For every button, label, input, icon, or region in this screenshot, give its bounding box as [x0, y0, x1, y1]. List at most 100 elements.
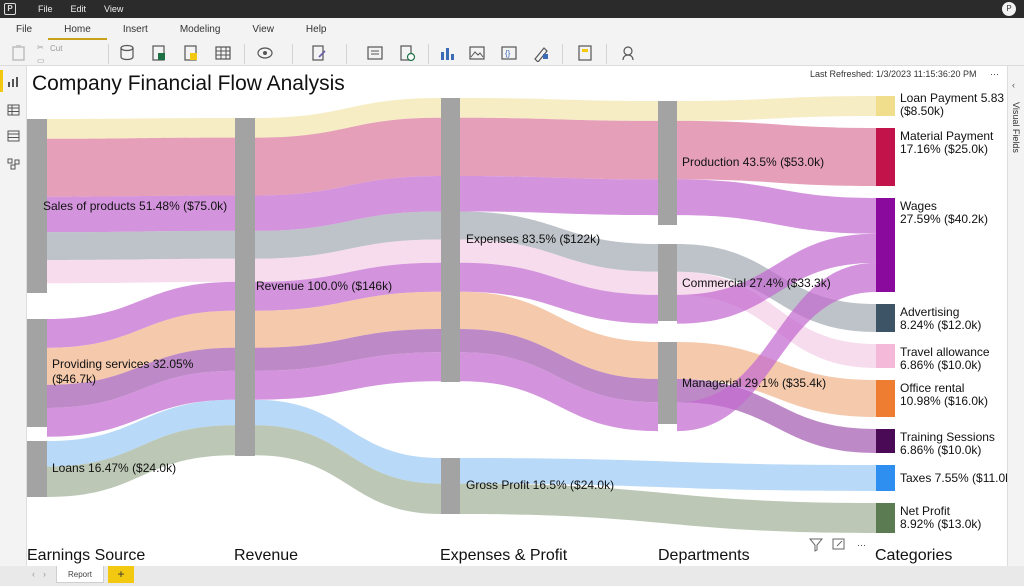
table-view-icon[interactable]: [7, 130, 20, 142]
flow-services-to-revenue[interactable]: [47, 310, 235, 385]
node-sales[interactable]: [27, 119, 47, 293]
flow-expenses-to-managerial[interactable]: [460, 329, 658, 403]
flow-expenses-to-commercial[interactable]: [460, 262, 658, 324]
menu-edit[interactable]: Edit: [70, 4, 87, 14]
flow-to-wages[interactable]: [677, 233, 876, 324]
flow-sales-to-revenue[interactable]: [47, 118, 235, 139]
flow-sales-to-revenue[interactable]: [47, 258, 235, 284]
node-wages[interactable]: [876, 198, 895, 292]
get-data-icon[interactable]: [118, 44, 136, 62]
focus-mode-icon[interactable]: [832, 538, 845, 550]
node-gross[interactable]: [441, 458, 460, 514]
tab-modeling[interactable]: Modeling: [179, 24, 221, 35]
flow-services-to-revenue[interactable]: [47, 281, 235, 348]
flow-expenses-to-managerial[interactable]: [460, 291, 658, 380]
flow-expenses-to-commercial[interactable]: [460, 211, 658, 272]
tab-help[interactable]: Help: [305, 24, 327, 35]
measure-icon[interactable]: [576, 44, 594, 62]
tab-home[interactable]: Home: [48, 24, 107, 40]
flow-revenue-to-expenses[interactable]: [255, 352, 441, 400]
data-view-icon[interactable]: [7, 104, 20, 116]
bar-chart-icon[interactable]: [438, 44, 456, 62]
flow-expenses-to-production[interactable]: [460, 98, 658, 121]
node-travel[interactable]: [876, 344, 895, 368]
flow-loans-to-revenue[interactable]: [47, 425, 235, 497]
flow-revenue-to-expenses[interactable]: [255, 291, 441, 348]
refresh-icon[interactable]: [256, 44, 274, 62]
tab-insert[interactable]: Insert: [122, 24, 148, 35]
page-tab-report[interactable]: Report: [56, 566, 104, 583]
visual-fields-label[interactable]: Visual Fields: [1011, 102, 1021, 153]
node-loanpay[interactable]: [876, 96, 895, 116]
flow-revenue-to-expenses[interactable]: [255, 211, 441, 259]
flow-to-taxes[interactable]: [460, 458, 876, 491]
copy-icon[interactable]: ▭: [37, 56, 45, 65]
node-material[interactable]: [876, 128, 895, 186]
filter-icon[interactable]: [808, 538, 824, 552]
flow-to-office[interactable]: [677, 342, 876, 417]
menu-file[interactable]: File: [38, 4, 53, 14]
flow-to-material[interactable]: [677, 120, 876, 186]
table-icon[interactable]: [214, 44, 232, 62]
flow-services-to-revenue[interactable]: [47, 347, 235, 408]
more-options-top[interactable]: ···: [990, 69, 999, 79]
flow-expenses-to-production[interactable]: [460, 117, 658, 180]
flow-loans-to-revenue[interactable]: [47, 399, 235, 467]
node-office[interactable]: [876, 380, 895, 417]
node-production[interactable]: [658, 101, 677, 225]
flow-services-to-revenue[interactable]: [47, 370, 235, 437]
flow-revenue-to-expenses[interactable]: [255, 239, 441, 282]
node-taxes[interactable]: [876, 465, 895, 491]
next-page-icon[interactable]: ›: [43, 569, 46, 579]
flow-revenue-to-gross-profit[interactable]: [255, 399, 441, 484]
node-advertising[interactable]: [876, 304, 895, 332]
model-view-icon[interactable]: [7, 158, 20, 170]
flow-revenue-to-expenses[interactable]: [255, 262, 441, 311]
flow-revenue-to-expenses[interactable]: [255, 98, 441, 138]
node-managerial[interactable]: [658, 342, 677, 424]
buttons-icon[interactable]: [532, 44, 550, 62]
transform-icon[interactable]: [310, 44, 328, 62]
node-services[interactable]: [27, 319, 47, 427]
paste-icon[interactable]: [10, 44, 28, 62]
flow-sales-to-revenue[interactable]: [47, 195, 235, 233]
flow-expenses-to-commercial[interactable]: [460, 239, 658, 295]
flow-sales-to-revenue[interactable]: [47, 137, 235, 197]
flow-to-loanpay[interactable]: [677, 96, 876, 121]
tab-file[interactable]: File: [16, 24, 33, 35]
publish-icon[interactable]: [620, 44, 638, 62]
image-icon[interactable]: [468, 44, 486, 62]
flow-revenue-to-expenses[interactable]: [255, 117, 441, 196]
node-loans[interactable]: [27, 441, 47, 497]
add-page-button[interactable]: +: [108, 566, 134, 583]
collapse-arrow-icon[interactable]: ‹: [1012, 80, 1015, 90]
new-page-icon[interactable]: [398, 44, 416, 62]
flow-revenue-to-expenses[interactable]: [255, 175, 441, 231]
flow-expenses-to-managerial[interactable]: [460, 352, 658, 432]
node-revenue[interactable]: [235, 118, 255, 456]
cut-button[interactable]: Cut: [50, 44, 63, 53]
textbox-icon[interactable]: {}: [500, 44, 518, 62]
flow-to-wages[interactable]: [677, 179, 876, 234]
tab-view[interactable]: View: [252, 24, 274, 35]
flow-sales-to-revenue[interactable]: [47, 230, 235, 261]
node-expenses[interactable]: [441, 98, 460, 382]
flow-to-netprofit[interactable]: [460, 483, 876, 533]
excel-icon[interactable]: [150, 44, 168, 62]
flow-revenue-to-expenses[interactable]: [255, 329, 441, 371]
user-avatar[interactable]: P: [1002, 2, 1016, 16]
node-netprofit[interactable]: [876, 503, 895, 533]
flow-expenses-to-production[interactable]: [460, 175, 658, 216]
menu-view[interactable]: View: [104, 4, 124, 14]
prev-page-icon[interactable]: ‹: [32, 569, 35, 579]
new-visual-icon[interactable]: [366, 44, 384, 62]
report-view-icon[interactable]: [7, 76, 20, 88]
column-label-4: Categories: [875, 547, 952, 564]
more-options-bottom[interactable]: ···: [857, 540, 866, 550]
node-training[interactable]: [876, 429, 895, 453]
sankey-chart[interactable]: Sales of products 51.48% ($75.0k) Providi…: [27, 66, 1015, 566]
node-commercial[interactable]: [658, 244, 677, 321]
flow-to-wages[interactable]: [677, 262, 876, 432]
dataset-icon[interactable]: [182, 44, 200, 62]
flow-revenue-to-gross-profit[interactable]: [255, 425, 441, 514]
